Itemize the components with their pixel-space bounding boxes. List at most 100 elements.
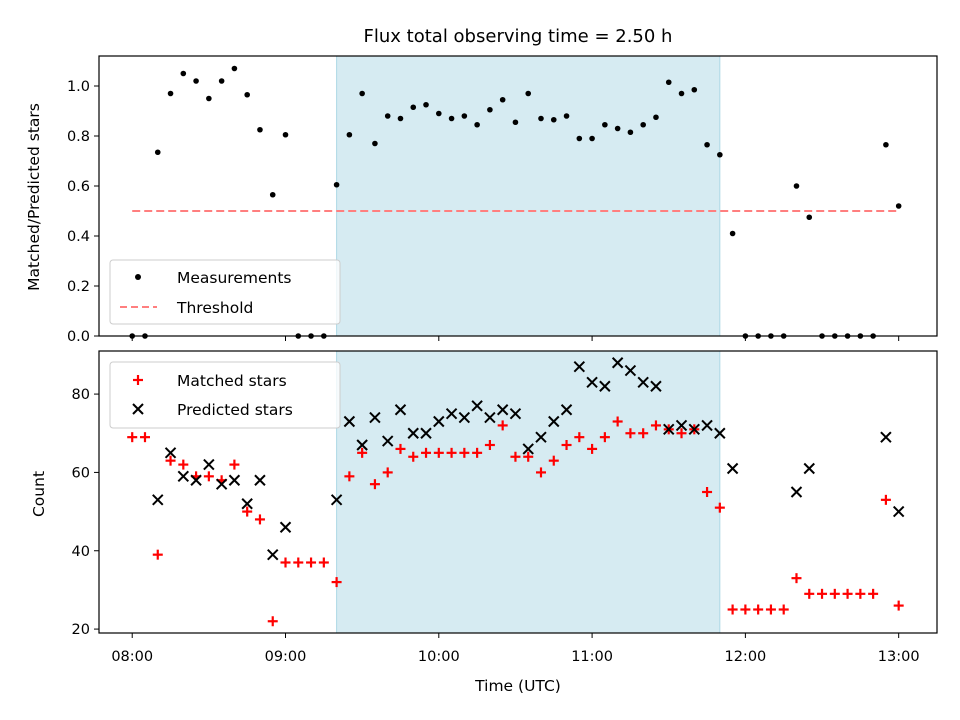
matched-point <box>306 557 317 568</box>
y-axis-label-count: Count <box>30 471 48 517</box>
predicted-point <box>535 431 547 443</box>
matched-point <box>497 420 508 431</box>
legend-box-ratio <box>109 259 341 325</box>
predicted-point <box>522 443 534 455</box>
matched-point <box>523 451 534 462</box>
measurement-point <box>282 131 289 138</box>
matched-point <box>369 479 380 490</box>
xtick-label: 10:00 <box>418 649 460 665</box>
predicted-point <box>164 447 177 459</box>
ytick-label: 60 <box>72 465 90 481</box>
ytick-label: 40 <box>72 544 90 560</box>
measurement-point <box>244 91 250 98</box>
frame-count <box>98 350 938 634</box>
predicted-point <box>663 423 675 436</box>
matched-point <box>484 440 495 450</box>
matched-point <box>344 471 355 482</box>
xtick-label: 08:00 <box>111 649 153 665</box>
measurement-point <box>333 181 340 188</box>
predicted-point <box>203 458 215 471</box>
legend-measurements-label: Measurements <box>177 269 292 287</box>
predicted-point <box>369 411 381 424</box>
measurement-point <box>218 78 225 84</box>
measurement-point <box>410 104 417 111</box>
matched-point <box>165 455 176 466</box>
predicted-point <box>267 548 279 561</box>
predicted-point <box>420 427 432 439</box>
ytick-label: 0.0 <box>67 329 90 345</box>
matched-point <box>587 443 598 454</box>
measurement-point <box>614 125 621 132</box>
predicted-point <box>650 380 662 392</box>
matched-point <box>702 487 713 497</box>
predicted-point <box>228 474 241 486</box>
legend-measurement-marker <box>135 274 141 280</box>
predicted-point <box>471 400 483 412</box>
matched-point <box>842 588 853 599</box>
matched-point <box>817 588 828 599</box>
matched-point <box>472 447 483 458</box>
measurement-point <box>154 149 161 156</box>
yticks-count: 20 40 60 80 <box>72 387 99 638</box>
measurement-point <box>359 90 365 97</box>
predicted-point <box>215 478 228 490</box>
ytick-label: 0.4 <box>67 229 90 245</box>
matched-point <box>612 416 623 427</box>
measurement-point <box>883 141 889 148</box>
measurement-point <box>793 183 800 189</box>
measurement-point <box>627 129 634 136</box>
predicted-point <box>611 357 624 369</box>
predicted-point <box>701 419 713 432</box>
matched-point <box>548 455 559 466</box>
matched-point <box>178 459 189 470</box>
predicted-point <box>803 462 815 475</box>
predicted-point <box>560 404 573 416</box>
measurement-point <box>423 101 429 108</box>
measurement-point <box>563 113 570 119</box>
measurement-point <box>206 95 212 102</box>
measurement-point <box>538 115 544 122</box>
xtick-label: 12:00 <box>724 649 766 665</box>
measurement-point <box>576 135 583 142</box>
predicted-point <box>177 470 190 483</box>
measurement-point <box>806 214 813 221</box>
span-ratio <box>336 55 721 337</box>
matched-point <box>638 428 649 439</box>
predicted-point <box>458 411 471 424</box>
panel-count: Count Time (UTC) 20 40 60 80 08:00 09:00 10:0… <box>30 350 938 695</box>
series-predicted <box>152 357 905 561</box>
matched-point <box>574 432 585 443</box>
legend-threshold-label: Threshold <box>176 299 253 317</box>
predicted-point <box>343 415 356 428</box>
ytick-label: 0.6 <box>67 179 90 195</box>
matched-point <box>880 494 891 505</box>
x-axis-label: Time (UTC) <box>474 677 561 695</box>
measurement-point <box>512 119 519 126</box>
span-count <box>336 350 721 634</box>
predicted-point <box>790 486 803 498</box>
measurement-point <box>550 116 557 123</box>
measurement-point <box>665 79 672 86</box>
matched-point <box>714 502 725 513</box>
matched-point <box>433 447 444 458</box>
predicted-point <box>254 474 266 486</box>
predicted-point <box>688 423 700 436</box>
measurement-point <box>397 115 404 122</box>
predicted-point <box>279 521 292 533</box>
xtick-label: 11:00 <box>571 649 613 665</box>
predicted-point <box>381 435 394 447</box>
measurement-point <box>269 191 276 198</box>
matched-point <box>446 447 457 458</box>
predicted-point <box>241 498 253 510</box>
predicted-point <box>548 415 560 428</box>
legend-box-count <box>109 361 341 429</box>
matched-point <box>650 420 661 431</box>
matched-point <box>459 447 470 458</box>
ytick-label: 0.2 <box>67 279 90 295</box>
measurement-point <box>729 230 736 237</box>
measurement-point <box>589 135 595 142</box>
legend-matched-label: Matched stars <box>177 372 287 390</box>
predicted-point <box>714 427 726 439</box>
matched-point <box>203 471 214 482</box>
